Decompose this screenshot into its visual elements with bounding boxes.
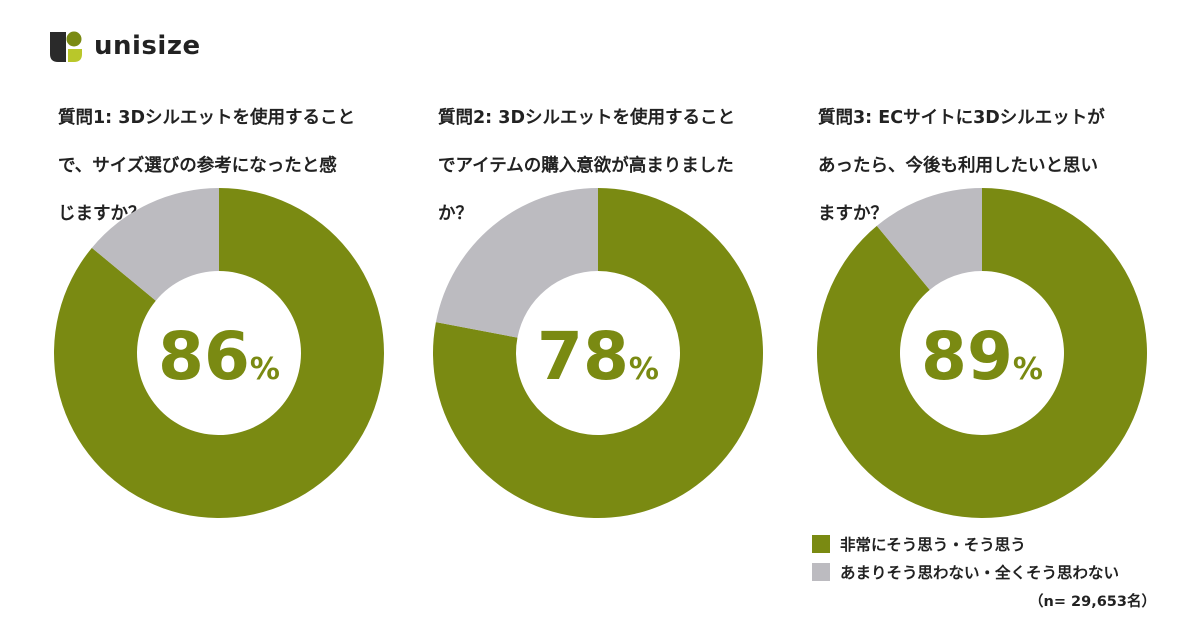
legend-swatch-disagree [812, 563, 830, 581]
question-1-center-value: 86 [158, 318, 250, 395]
question-3-donut: 89% [817, 188, 1147, 518]
sample-size-note: （n= 29,653名） [1029, 594, 1156, 610]
question-3-donut-svg: 89% [817, 188, 1147, 518]
question-1-center-label: 86% [158, 318, 280, 395]
question-3-title: 質問3: ECサイトに3Dシルエットが あったら、今後も利用したいと思い ますか… [818, 82, 1158, 250]
question-2-slice-disagree [435, 188, 598, 338]
question-1-donut: 86% [54, 188, 384, 518]
question-3-title-line-2: あったら、今後も利用したいと思い [818, 156, 1098, 176]
question-2-center-unit: % [629, 352, 659, 387]
question-2-title-line-2: でアイテムの購入意欲が高まりました [438, 156, 734, 176]
question-2-donut-svg: 78% [433, 188, 763, 518]
question-1-title-line-1: 質問1: 3Dシルエットを使用すること [58, 108, 355, 128]
brand-logo: unisize [48, 26, 201, 66]
question-1-title-line-2: で、サイズ選びの参考になったと感 [58, 156, 337, 176]
question-3-slice-agree [817, 188, 1147, 518]
question-3-panel: 質問3: ECサイトに3Dシルエットが あったら、今後も利用したいと思い ますか… [818, 82, 1158, 250]
question-3-center-label: 89% [921, 318, 1043, 395]
question-1-center-unit: % [250, 352, 280, 387]
question-2-center-label: 78% [537, 318, 659, 395]
legend-item-agree: 非常にそう思う・そう思う [812, 532, 1119, 556]
question-2-title-line-3: か？ [438, 204, 473, 224]
question-2-slice-agree [433, 188, 763, 518]
question-1-donut-svg: 86% [54, 188, 384, 518]
question-3-title-line-1: 質問3: ECサイトに3Dシルエットが [818, 108, 1105, 128]
question-3-slice-disagree [876, 188, 982, 290]
question-2-center-value: 78 [537, 318, 629, 395]
question-2-donut: 78% [433, 188, 763, 518]
legend-label-disagree: あまりそう思わない・全くそう思わない [840, 564, 1120, 582]
question-1-title: 質問1: 3Dシルエットを使用すること で、サイズ選びの参考になったと感 じます… [58, 82, 398, 250]
question-3-center-value: 89 [921, 318, 1013, 395]
legend-item-disagree: あまりそう思わない・全くそう思わない [812, 560, 1119, 584]
legend-label-agree: 非常にそう思う・そう思う [840, 536, 1026, 554]
legend-swatch-agree [812, 535, 830, 553]
unisize-logo-icon [50, 31, 82, 62]
chart-legend: 非常にそう思う・そう思う あまりそう思わない・全くそう思わない [812, 532, 1119, 588]
question-2-title-line-1: 質問2: 3Dシルエットを使用すること [438, 108, 735, 128]
question-3-title-line-3: ますか？ [818, 204, 888, 224]
question-2-panel: 質問2: 3Dシルエットを使用すること でアイテムの購入意欲が高まりました か？ [438, 82, 778, 250]
question-1-panel: 質問1: 3Dシルエットを使用すること で、サイズ選びの参考になったと感 じます… [58, 82, 398, 250]
question-1-slice-disagree [91, 188, 219, 301]
question-3-center-unit: % [1013, 352, 1043, 387]
question-1-slice-agree [54, 188, 384, 518]
brand-name: unisize [94, 31, 201, 61]
question-2-title: 質問2: 3Dシルエットを使用すること でアイテムの購入意欲が高まりました か？ [438, 82, 778, 250]
